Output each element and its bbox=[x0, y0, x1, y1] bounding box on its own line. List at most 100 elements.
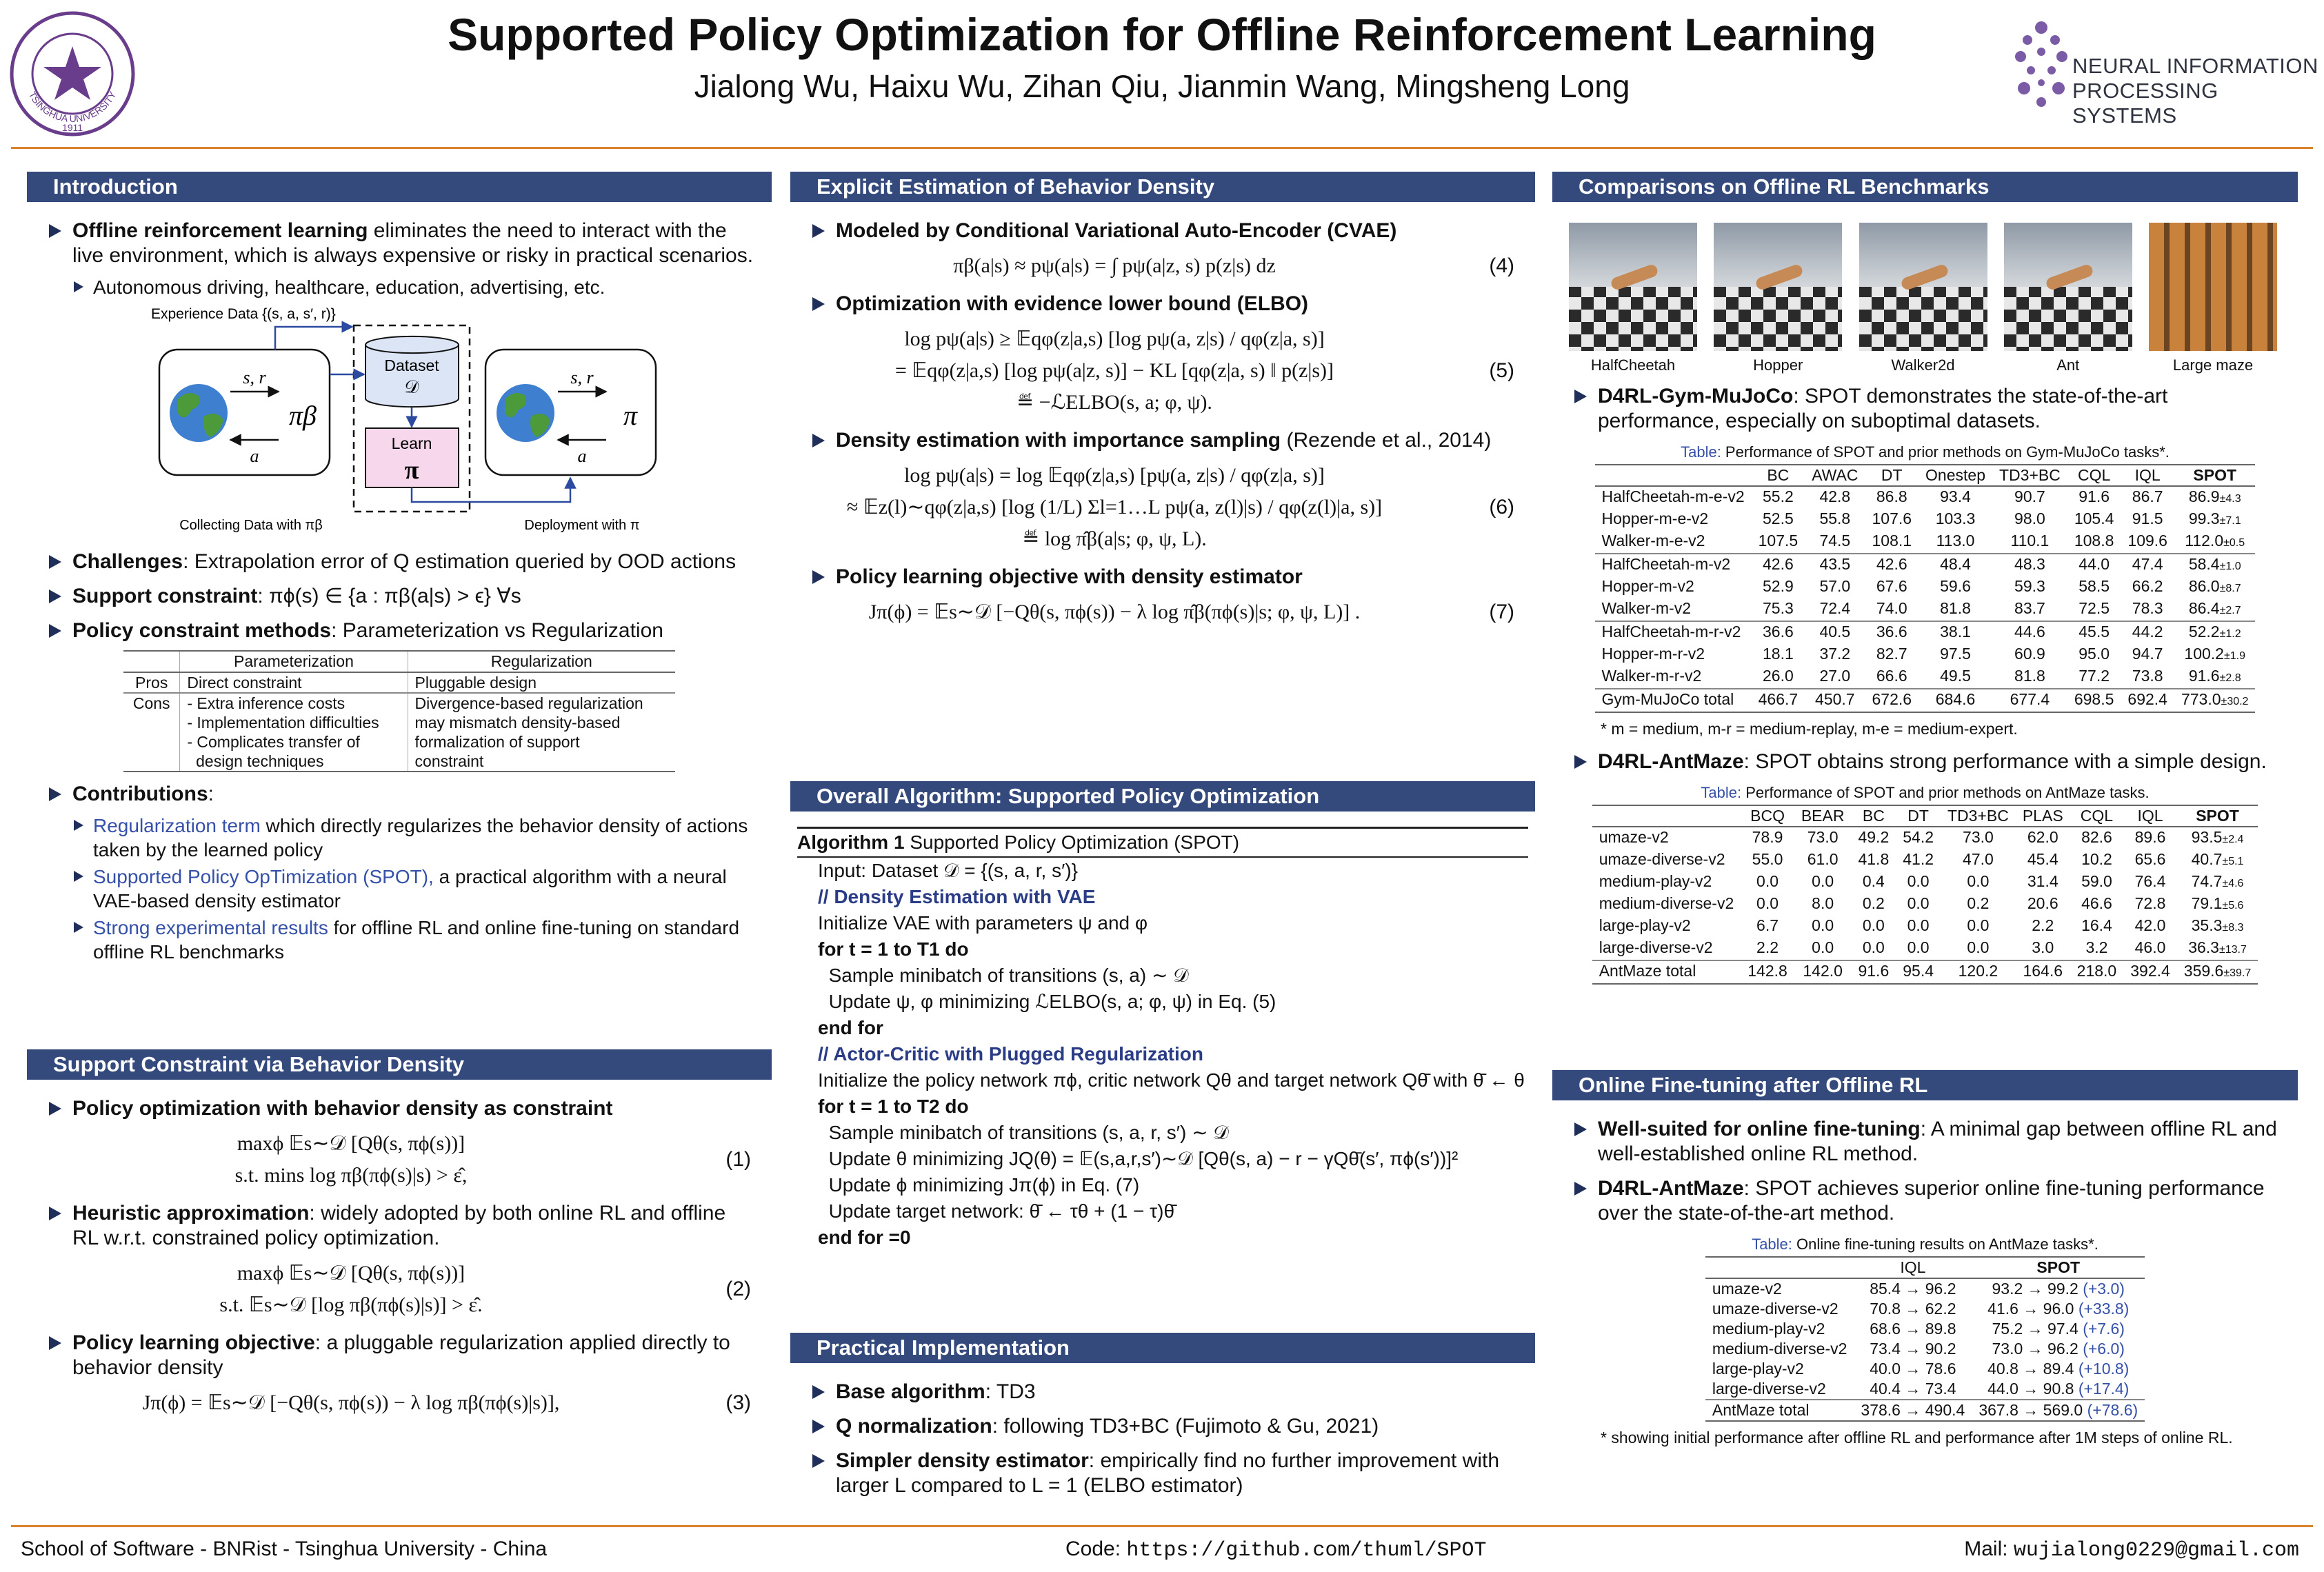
table: Parameterization Regularization Pros Direct… bbox=[123, 650, 675, 772]
algorithm-line: Initialize the policy network πϕ, critic… bbox=[818, 1069, 1525, 1091]
table-cell: 40.5 bbox=[1819, 623, 1851, 641]
table-cell: 89.6 bbox=[2134, 828, 2166, 846]
table-cell: 95.4 bbox=[1903, 962, 1934, 980]
cell-line: - Implementation difficulties bbox=[187, 714, 379, 732]
caption-label: Table: bbox=[1752, 1236, 1792, 1253]
table-cell: 2.2 bbox=[1756, 938, 1779, 956]
table-cell: 41.2 bbox=[1903, 850, 1934, 868]
bullet-marker bbox=[74, 871, 83, 882]
header-cell bbox=[1705, 1256, 1854, 1279]
table-cell: 112.0±0.5 bbox=[2174, 531, 2255, 554]
bullet-head: Policy learning objective bbox=[72, 1331, 315, 1354]
equation: Jπ(ϕ) = 𝔼s∼𝒟 [−Qθ(s, πϕ(s)) − λ log π̂β(… bbox=[790, 596, 1535, 628]
table-cell: 48.3 bbox=[2014, 555, 2045, 573]
table-cell: large-play-v2 bbox=[1712, 1360, 1804, 1378]
header-cell: IQL bbox=[2123, 805, 2177, 827]
mail-address[interactable]: wujialong0229@gmail.com bbox=[2013, 1539, 2299, 1562]
header-cell: TD3+BC bbox=[1992, 464, 2067, 487]
table-cell: 40.8 → 89.4 (+10.8) bbox=[1972, 1359, 2145, 1379]
cell-line: design techniques bbox=[187, 752, 324, 770]
table-cell: 0.0 bbox=[1907, 938, 1930, 956]
bullet-text: : SPOT obtains strong performance with a… bbox=[1743, 750, 2267, 773]
table-cell: 83.7 bbox=[2014, 599, 2045, 617]
bullet-marker bbox=[74, 820, 83, 831]
bullet-text: : widely adopted by both online RL and o… bbox=[72, 1202, 726, 1249]
table-cell: AntMaze total bbox=[1712, 1401, 1810, 1419]
bullet: Policy constraint methods: Parameterizat… bbox=[27, 618, 755, 643]
table-row: large-diverse-v2 2.2 0.0 0.0 0.0 0.0 3.0 3.2 46.… bbox=[1592, 938, 2258, 960]
table-cell: 55.8 bbox=[1819, 510, 1851, 527]
bullet-marker bbox=[812, 1385, 825, 1399]
table-cell: 20.6 bbox=[2027, 894, 2058, 912]
table-cell: 44.0 bbox=[2078, 555, 2110, 573]
cell-std: ±4.6 bbox=[2222, 878, 2244, 889]
bullet-head: Simpler density estimator bbox=[836, 1449, 1089, 1472]
header-cell: Parameterization bbox=[179, 650, 408, 673]
bullet-head: D4RL-AntMaze bbox=[1598, 750, 1744, 773]
table-row: medium-play-v2 68.6 → 89.8 75.2 → 97.4 (+7… bbox=[1705, 1319, 2145, 1339]
table-cell: large-diverse-v2 bbox=[1599, 938, 1713, 956]
cell-std: ±7.1 bbox=[2219, 515, 2241, 527]
table-head: BCQ BEAR BC DT TD3+BC PLAS CQL IQL SPOT bbox=[1592, 805, 2258, 827]
table-cell: 72.8 bbox=[2134, 894, 2166, 912]
cell-line: formalization of support bbox=[414, 733, 580, 751]
table-cell: 82.7 bbox=[1876, 645, 1907, 663]
figure: HalfCheetah bbox=[1569, 223, 1697, 374]
cell-std: ±4.3 bbox=[2219, 493, 2241, 505]
dataset-cylinder bbox=[365, 335, 459, 408]
equation: maxϕ 𝔼s∼𝒟 [Qθ(s, πϕ(s))] s.t. mins log πβ… bbox=[27, 1128, 772, 1191]
note: * showing initial performance after offl… bbox=[1601, 1429, 2233, 1447]
code-url[interactable]: https://github.com/thuml/SPOT bbox=[1126, 1539, 1487, 1562]
table-cell: - Extra inference costs - Implementation … bbox=[179, 693, 408, 772]
table-row: Pros Direct constraint Pluggable design bbox=[123, 672, 675, 693]
cell-value: 112.0 bbox=[2185, 532, 2224, 550]
section-title: Explicit Estimation of Behavior Density bbox=[790, 172, 1535, 202]
cell-line: Divergence-based regularization bbox=[414, 694, 643, 712]
table-cell: 49.5 bbox=[1940, 667, 1971, 685]
cell-line: - Extra inference costs bbox=[187, 694, 345, 712]
cell-line: Pluggable design bbox=[414, 674, 537, 692]
equation-line: Jπ(ϕ) = 𝔼s∼𝒟 [−Qθ(s, πϕ(s)) − λ log π̂β(… bbox=[868, 601, 1361, 623]
bullet-text: : bbox=[208, 783, 214, 805]
table-cell: 86.0±8.7 bbox=[2174, 576, 2255, 598]
table-cell: 218.0 bbox=[2076, 962, 2117, 980]
table-cell: 38.1 bbox=[1940, 623, 1971, 641]
table-cell: 86.8 bbox=[1876, 487, 1907, 505]
footer-rule bbox=[11, 1525, 2313, 1527]
cell-line: constraint bbox=[414, 752, 484, 770]
bullet: Support constraint: πϕ(s) ∈ {a : πβ(a|s)… bbox=[27, 584, 755, 609]
cell-value: 86.4 bbox=[2188, 599, 2220, 617]
table-cell: 450.7 bbox=[1815, 690, 1855, 708]
header-cell: SPOT bbox=[1972, 1256, 2145, 1279]
table-cell: 6.7 bbox=[1756, 916, 1779, 934]
table-cell: 8.0 bbox=[1812, 894, 1834, 912]
table-cell: HalfCheetah-m-r-v2 bbox=[1601, 623, 1741, 641]
algorithm-line: end for bbox=[818, 1017, 883, 1038]
table-cell: 79.1±5.6 bbox=[2177, 894, 2258, 916]
cell-value: 99.3 bbox=[2188, 510, 2220, 527]
row-group: Gym-MuJoCo total 466.7 450.7 672.6 684.6 677.… bbox=[1594, 689, 2256, 712]
equation-line: maxϕ 𝔼s∼𝒟 [Qθ(s, πϕ(s))] bbox=[237, 1132, 465, 1155]
table-cell: 0.2 bbox=[1967, 894, 1990, 912]
bullet-marker bbox=[49, 555, 61, 569]
table-cell: 72.5 bbox=[2078, 599, 2110, 617]
logo-dot bbox=[2052, 82, 2065, 94]
table-cell: 61.0 bbox=[1807, 850, 1839, 868]
table-cell: 90.7 bbox=[2014, 487, 2045, 505]
algorithm-title: Algorithm 1 Supported Policy Optimizatio… bbox=[797, 827, 1528, 858]
table-cell: 42.0 bbox=[2134, 916, 2166, 934]
bullet-text: (Rezende et al., 2014) bbox=[1281, 429, 1492, 452]
footer-affiliation: School of Software - BNRist - Tsinghua U… bbox=[21, 1538, 548, 1560]
table-cell: 27.0 bbox=[1819, 667, 1851, 685]
diagram-label: πβ bbox=[289, 400, 317, 431]
header-cell: BC bbox=[1851, 805, 1896, 827]
algorithm-line: end for =0 bbox=[818, 1227, 911, 1248]
table-cell: Cons bbox=[132, 694, 170, 712]
header-cell: Regularization bbox=[407, 650, 675, 673]
table-cell: 73.0 bbox=[1963, 828, 1994, 846]
header-cell: BCQ bbox=[1741, 805, 1794, 827]
cell-std: ±39.7 bbox=[2223, 967, 2252, 979]
authors: Jialong Wu, Haixu Wu, Zihan Qiu, Jianmin… bbox=[694, 68, 1630, 104]
logo-line: PROCESSING SYSTEMS bbox=[2072, 79, 2218, 128]
